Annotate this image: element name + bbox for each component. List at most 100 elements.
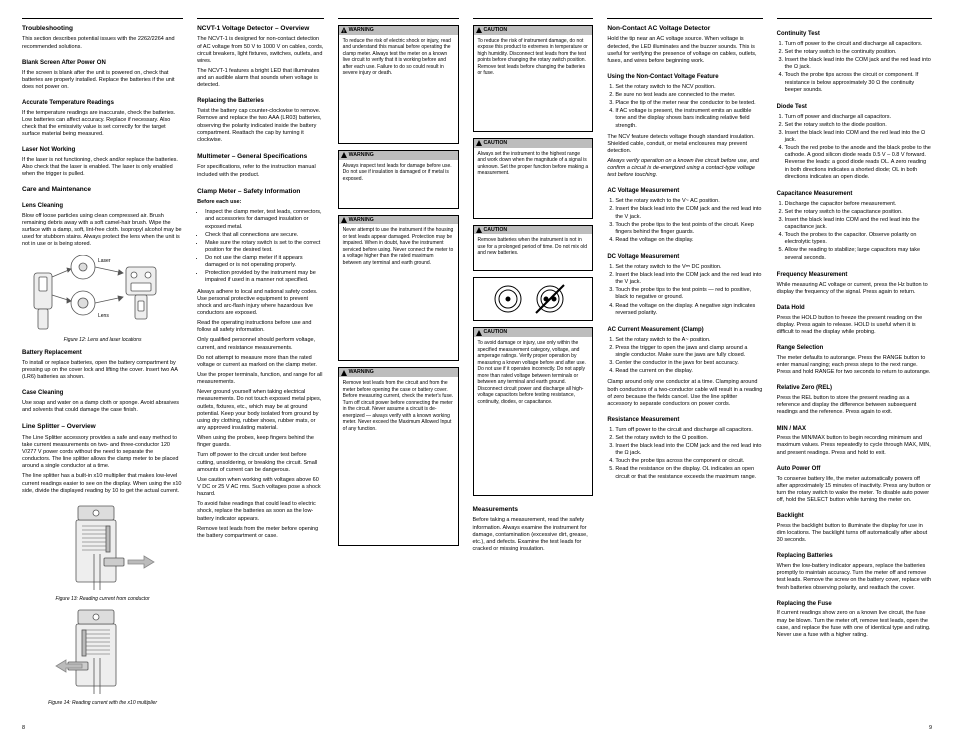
subheading: MIN / MAX — [777, 426, 932, 434]
figure-caption: Figure 12: Lens and laser locations — [22, 337, 183, 344]
text: Turn off power to the circuit under test… — [197, 452, 324, 473]
list-item: Set the rotary switch to the NCV positio… — [615, 84, 762, 91]
list-item: Set the rotary switch to the V⎓ DC posit… — [615, 264, 762, 271]
warning-box: WARNING Never attempt to use the instrum… — [338, 215, 459, 362]
subheading: Accurate Temperature Readings — [22, 100, 183, 108]
label: Laser — [98, 258, 111, 264]
caution-body: To reduce the risk of instrument damage,… — [474, 35, 593, 131]
list: Set the rotary switch to the NCV positio… — [607, 84, 762, 131]
subheading: Range Selection — [777, 345, 932, 353]
list-item: Protection provided by the instrument ma… — [205, 270, 324, 284]
warning-header: WARNING — [339, 216, 458, 225]
caution-box: CAUTION To avoid damage or injury, use o… — [473, 327, 594, 496]
warning-icon — [341, 217, 347, 223]
text: If the screen is blank after the unit is… — [22, 70, 183, 91]
caution-header: CAUTION — [474, 139, 593, 148]
figure-caption: Figure 13: Reading current from conducto… — [22, 596, 183, 603]
text: Before taking a measurement, read the sa… — [473, 517, 594, 553]
caution-label: CAUTION — [484, 27, 508, 34]
list-item: Touch the red probe to the anode and the… — [785, 145, 932, 181]
list-item: Touch the probe tips to the test points … — [615, 222, 762, 236]
text: Use the proper terminals, function, and … — [197, 372, 324, 386]
text: To avoid false readings that could lead … — [197, 501, 324, 522]
warning-icon — [476, 330, 482, 336]
warning-icon — [476, 227, 482, 233]
list-item: Make sure the rotary switch is set to th… — [205, 240, 324, 254]
list-item: Read the voltage on the display. A negat… — [615, 303, 762, 317]
list-item: Insert the black lead into the COM jack … — [615, 443, 762, 457]
list-item: Place the tip of the meter near the cond… — [615, 100, 762, 107]
subheading: Frequency Measurement — [777, 272, 932, 280]
heading: NCVT-1 Voltage Detector – Overview — [197, 25, 324, 33]
rule — [607, 18, 762, 19]
list: Inspect the clamp meter, test leads, con… — [197, 209, 324, 285]
caution-body: Remove batteries when the instrument is … — [474, 234, 593, 270]
caution-label: CAUTION — [484, 140, 508, 147]
page: Troubleshooting This section describes p… — [0, 0, 954, 717]
list-item: Turn off power and discharge all capacit… — [785, 114, 932, 121]
subheading: Resistance Measurement — [607, 417, 762, 425]
list-item: Discharge the capacitor before measureme… — [785, 201, 932, 208]
text: Use caution when working with voltages a… — [197, 477, 324, 498]
subheading: Battery Replacement — [22, 350, 183, 358]
heading: Line Splitter – Overview — [22, 423, 183, 431]
label: Lens — [98, 313, 109, 319]
text: The NCV feature detects voltage though s… — [607, 134, 762, 155]
text: To install or replace batteries, open th… — [22, 360, 183, 381]
text: Only qualified personnel should perform … — [197, 337, 324, 351]
text: The NCVT-1 is designed for non-contact d… — [197, 36, 324, 65]
text: To conserve battery life, the meter auto… — [777, 476, 932, 505]
subheading: AC Current Measurement (Clamp) — [607, 327, 762, 335]
list-item: Turn off power to the circuit and discha… — [785, 41, 932, 48]
text: Always adhere to local and national safe… — [197, 289, 324, 318]
caution-box: CAUTION To reduce the risk of instrument… — [473, 25, 594, 132]
rule — [338, 18, 459, 19]
caution-header: CAUTION — [474, 26, 593, 35]
list: Turn off power to the circuit and discha… — [777, 41, 932, 95]
column-5: Non-Contact AC Voltage Detector Hold the… — [607, 18, 762, 707]
list-item: Turn off power to the circuit and discha… — [615, 427, 762, 434]
list-item: Set the rotary switch to the A~ position… — [615, 337, 762, 344]
warning-box: ! WARNING To reduce the risk of electric… — [338, 25, 459, 144]
text: When the low-battery indicator appears, … — [777, 563, 932, 592]
text: The meter defaults to autorange. Press t… — [777, 355, 932, 376]
subheading: Replacing Batteries — [777, 553, 932, 561]
list: Set the rotary switch to the V~ AC posit… — [607, 198, 762, 245]
list-item: Inspect the clamp meter, test leads, con… — [205, 209, 324, 230]
warning-icon: ! — [341, 27, 347, 33]
warning-label: WARNING — [349, 217, 374, 224]
text: The line splitter has a built-in x10 mul… — [22, 473, 183, 494]
subheading: Continuity Test — [777, 31, 932, 39]
warning-icon — [341, 370, 347, 376]
subheading: Blank Screen After Power ON — [22, 60, 183, 68]
list-item: Read the resistance on the display. OL i… — [615, 466, 762, 480]
subheading: AC Voltage Measurement — [607, 188, 762, 196]
text: Hold the tip near an AC voltage source. … — [607, 36, 762, 65]
figure-splitter-1 — [48, 502, 158, 592]
rule — [777, 18, 932, 19]
subheading: Laser Not Working — [22, 147, 183, 155]
text: Press the MIN/MAX button to begin record… — [777, 435, 932, 456]
warning-header: WARNING — [339, 368, 458, 377]
column-4: CAUTION To reduce the risk of instrument… — [473, 18, 594, 707]
subheading: Capacitance Measurement — [777, 191, 932, 199]
warning-header: WARNING — [339, 151, 458, 160]
caution-header: CAUTION — [474, 226, 593, 235]
column-6: Continuity Test Turn off power to the ci… — [777, 18, 932, 707]
text: Press the REL button to store the presen… — [777, 395, 932, 416]
rule — [473, 18, 594, 19]
caution-body: To avoid damage or injury, use only with… — [474, 337, 593, 495]
text: If current readings show zero on a known… — [777, 610, 932, 639]
figure-caption: Figure 14: Reading current with the x10 … — [22, 700, 183, 707]
text: Do not attempt to measure more than the … — [197, 355, 324, 369]
list-item: Set the rotary switch to the diode posit… — [785, 122, 932, 129]
text: The NCVT-1 features a bright LED that il… — [197, 68, 324, 89]
warning-icon — [341, 152, 347, 158]
text: If the temperature readings are inaccura… — [22, 110, 183, 139]
text: For specifications, refer to the instruc… — [197, 164, 324, 178]
warning-box: WARNING Always inspect test leads for da… — [338, 150, 459, 209]
svg-text:!: ! — [343, 29, 344, 34]
text: If the laser is not functioning, check a… — [22, 157, 183, 178]
list-item: Read the current on the display. — [615, 368, 762, 375]
text: Press the HOLD button to freeze the pres… — [777, 315, 932, 336]
